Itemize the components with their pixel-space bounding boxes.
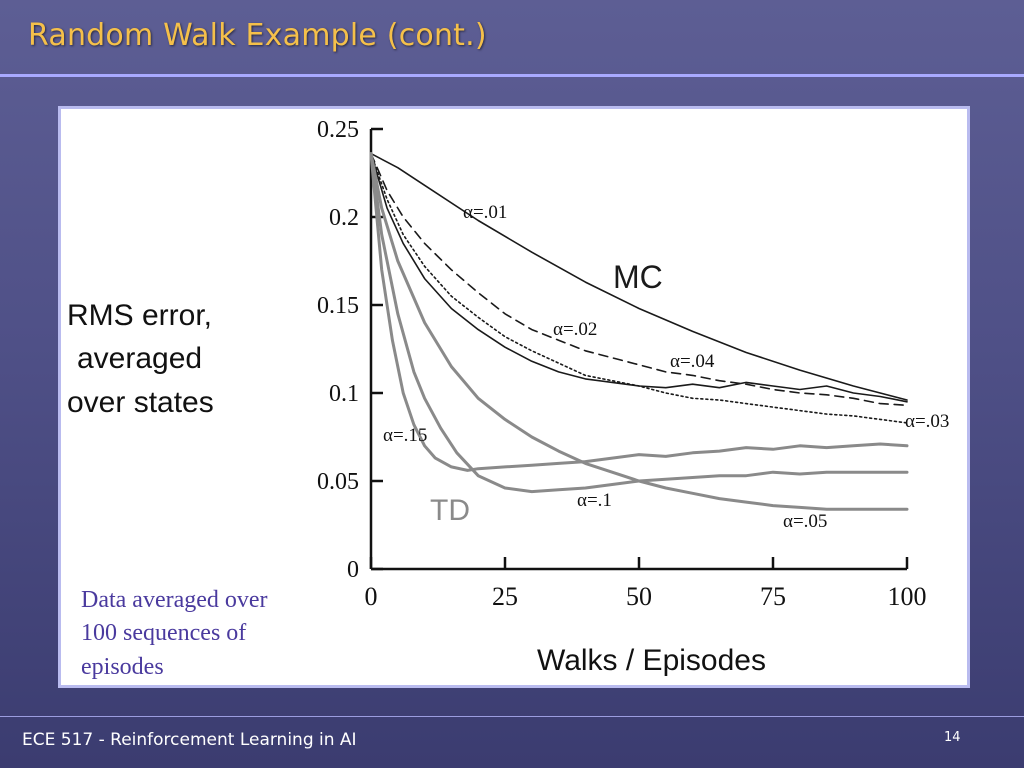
series-line-td-6 (369, 152, 909, 472)
series-line-mc-1 (370, 152, 908, 407)
figure-panel: 0 0.05 0.1 0.15 0.2 0.25 0 25 50 75 100 α=.01 α=.02… (58, 106, 970, 688)
series-line-mc-2 (370, 152, 908, 424)
y-tick-label: 0.15 (317, 293, 359, 319)
series-label-mc-1: α=.02 (553, 319, 597, 340)
series-label-td-5: α=.1 (577, 490, 612, 511)
chart-axes: 0 0.05 0.1 0.15 0.2 0.25 0 25 50 75 100 (317, 117, 927, 611)
series-line-td-5 (369, 152, 909, 494)
title-divider (0, 74, 1024, 77)
group-label-mc: MC (613, 259, 663, 295)
x-tick-label: 100 (888, 582, 927, 611)
footer-divider (0, 716, 1024, 717)
chart-series-layer (369, 152, 909, 511)
group-label-td: TD (430, 494, 470, 527)
series-label-td-4: α=.05 (783, 511, 827, 532)
series-line-td-4 (369, 152, 909, 511)
x-tick-label: 50 (626, 582, 652, 611)
page-number: 14 (944, 730, 961, 745)
y-tick-label: 0.25 (317, 117, 359, 143)
y-tick-label: 0.2 (329, 205, 359, 231)
series-line-mc-0 (370, 152, 908, 401)
series-line-mc-3 (370, 152, 908, 403)
x-tick-label: 0 (365, 582, 378, 611)
series-label-td-6: α=.15 (383, 425, 427, 446)
y-tick-label: 0 (347, 557, 359, 583)
y-tick-label: 0.05 (317, 469, 359, 495)
chart-series-labels: α=.01 α=.02 α=.03 α=.04 α=.05 α=.1 α=.15 (383, 202, 949, 532)
series-label-mc-3: α=.04 (670, 351, 715, 372)
x-tick-label: 25 (492, 582, 518, 611)
series-label-mc-0: α=.01 (463, 202, 507, 223)
y-axis-label-line-2: averaged (77, 342, 202, 375)
rms-error-chart: 0 0.05 0.1 0.15 0.2 0.25 0 25 50 75 100 α=.01 α=.02… (67, 117, 949, 680)
y-axis-label-line-1: RMS error, (67, 299, 212, 332)
note-line-1: Data averaged over (81, 587, 268, 613)
y-axis-label-line-3: over states (67, 386, 214, 419)
note-line-3: episodes (81, 654, 164, 680)
slide-title: Random Walk Example (cont.) (28, 18, 487, 53)
footer-course-title: ECE 517 - Reinforcement Learning in AI (22, 730, 357, 750)
x-tick-label: 75 (760, 582, 786, 611)
y-tick-label: 0.1 (329, 381, 359, 407)
x-axis-label: Walks / Episodes (537, 644, 766, 677)
series-label-mc-2: α=.03 (905, 411, 949, 432)
note-line-2: 100 sequences of (81, 620, 246, 646)
